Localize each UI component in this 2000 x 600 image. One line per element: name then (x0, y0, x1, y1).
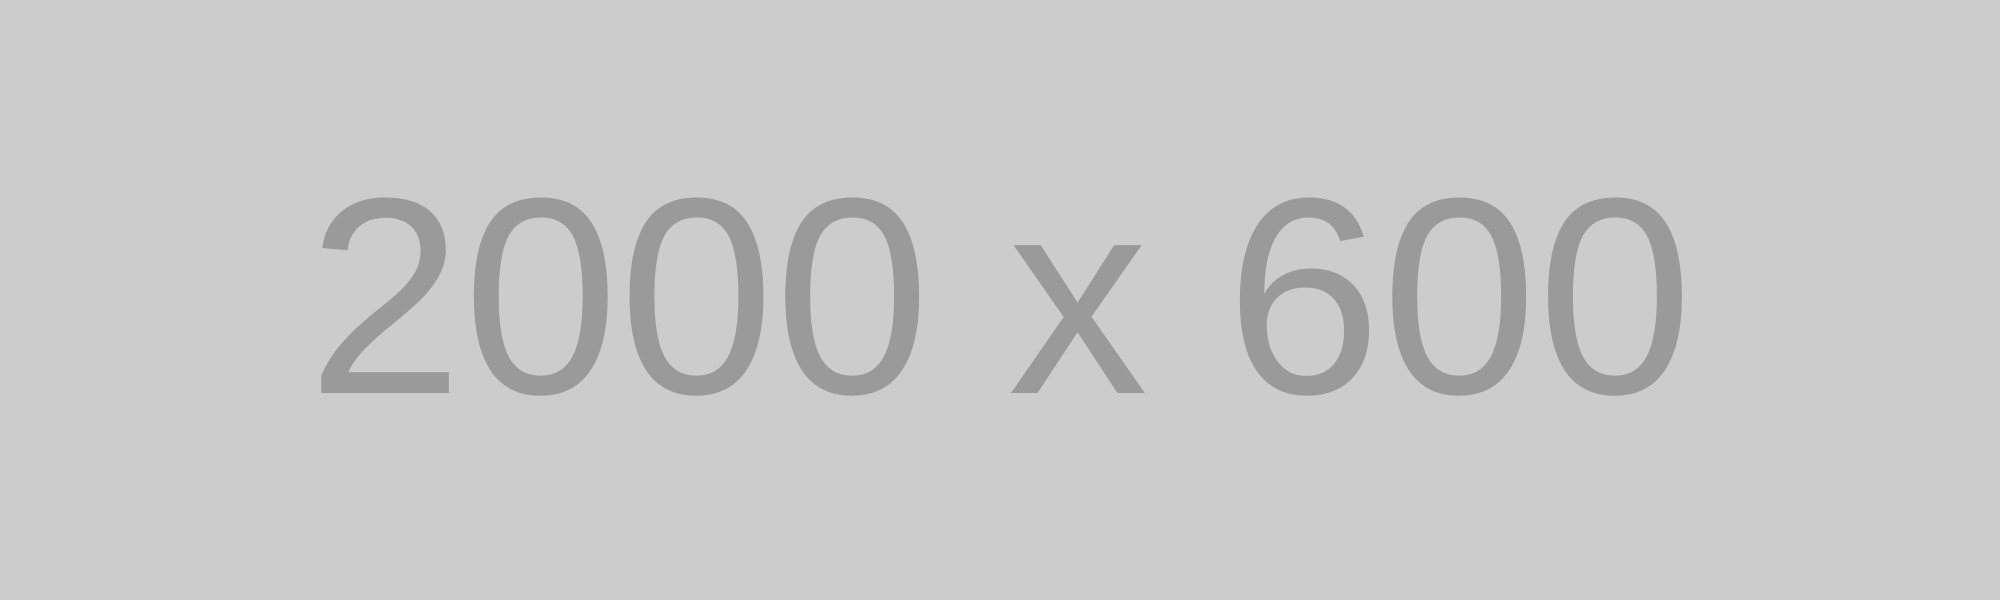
placeholder-dimensions-label: 2000 x 600 (307, 141, 1693, 453)
